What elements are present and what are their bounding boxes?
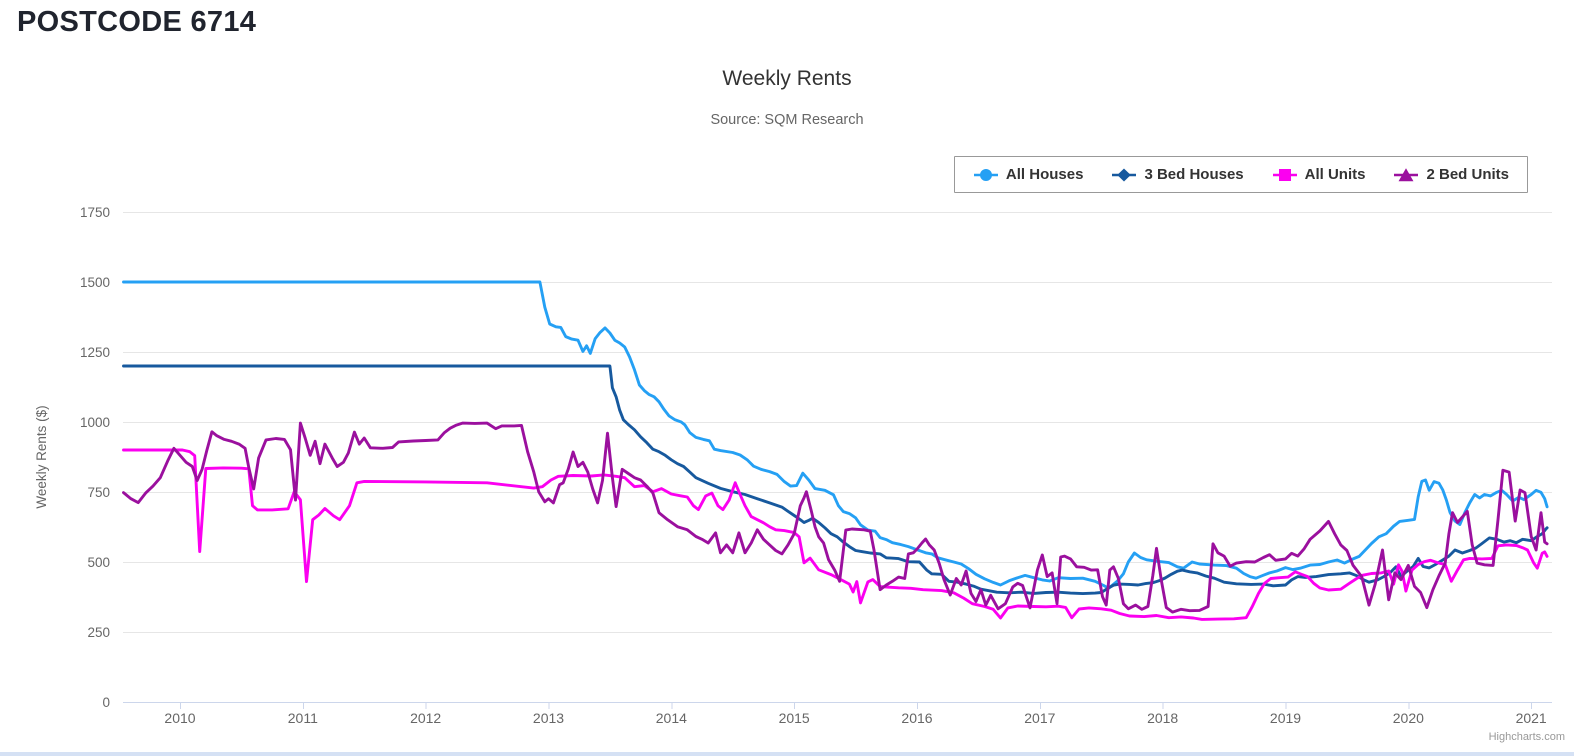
legend-label: All Houses [1005, 166, 1084, 183]
legend-marker-circle-icon [973, 168, 998, 181]
svg-text:2019: 2019 [1270, 710, 1301, 726]
y-gridlines [123, 212, 1552, 633]
chart-legend: All Houses 3 Bed Houses All Units 2 Bed Uni… [953, 156, 1528, 193]
svg-text:2013: 2013 [533, 710, 564, 726]
legend-marker-triangle-icon [1394, 167, 1419, 181]
y-axis-title: Weekly Rents ($) [34, 405, 49, 508]
legend-label: All Units [1304, 166, 1366, 183]
legend-label: 3 Bed Houses [1144, 166, 1244, 183]
highcharts-credit-link[interactable]: Highcharts.com [1488, 731, 1565, 743]
svg-text:2020: 2020 [1393, 710, 1424, 726]
svg-text:1500: 1500 [80, 275, 110, 290]
svg-text:1750: 1750 [80, 205, 110, 220]
legend-label: 2 Bed Units [1426, 166, 1509, 183]
series-line-2-bed-units[interactable] [122, 421, 1549, 614]
legend-marker-square-icon [1272, 168, 1297, 181]
x-axis [123, 702, 1552, 709]
series-line-all-units[interactable] [122, 448, 1549, 621]
legend-item-all-houses[interactable]: All Houses [973, 166, 1084, 183]
page-title: POSTCODE 6714 [17, 6, 257, 38]
svg-text:2012: 2012 [410, 710, 441, 726]
chart-title: Weekly Rents [722, 67, 852, 90]
x-axis-labels: 2010 2011 2012 2013 2014 2015 2016 2017 2018 2019… [164, 710, 1547, 726]
chart-subtitle: Source: SQM Research [710, 112, 864, 128]
svg-text:250: 250 [87, 625, 110, 640]
legend-item-3-bed-houses[interactable]: 3 Bed Houses [1111, 166, 1244, 183]
svg-text:0: 0 [102, 695, 110, 710]
svg-text:1000: 1000 [80, 415, 110, 430]
svg-text:2018: 2018 [1147, 710, 1178, 726]
window-bottom-edge [0, 752, 1574, 756]
legend-marker-diamond-icon [1112, 168, 1137, 181]
legend-item-all-units[interactable]: All Units [1272, 166, 1366, 183]
svg-text:2014: 2014 [656, 710, 687, 726]
series-line-all-houses[interactable] [122, 280, 1549, 590]
svg-text:2011: 2011 [288, 710, 318, 726]
svg-text:750: 750 [87, 485, 110, 500]
svg-text:500: 500 [87, 555, 110, 570]
y-axis-labels: 0 250 500 750 1000 1250 1500 1750 [80, 205, 110, 710]
svg-text:2010: 2010 [164, 710, 195, 726]
legend-item-2-bed-units[interactable]: 2 Bed Units [1393, 166, 1509, 183]
svg-text:2017: 2017 [1024, 710, 1055, 726]
svg-text:2021: 2021 [1516, 710, 1547, 726]
svg-text:2016: 2016 [901, 710, 932, 726]
svg-text:1250: 1250 [80, 345, 110, 360]
svg-text:2015: 2015 [779, 710, 810, 726]
